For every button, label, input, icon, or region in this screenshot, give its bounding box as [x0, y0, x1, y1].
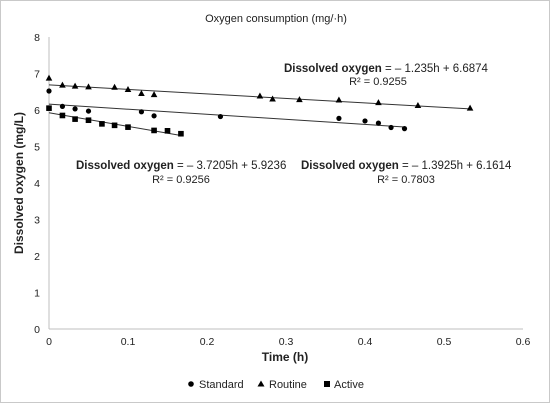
trendline-standard — [48, 103, 405, 128]
data-point-standard — [336, 115, 342, 121]
data-point-routine — [124, 85, 132, 92]
data-point-routine — [45, 74, 53, 81]
data-point-standard — [375, 120, 382, 126]
x-tick-label: 0.6 — [516, 336, 531, 348]
data-point-routine — [111, 83, 118, 90]
data-point-active — [125, 124, 131, 130]
data-point-routine — [71, 82, 79, 89]
data-points — [45, 74, 474, 137]
x-tick-label: 0.4 — [358, 336, 373, 348]
annotation-active-label: Dissolved oxygen — [76, 160, 174, 172]
data-point-active — [59, 112, 66, 119]
data-point-routine — [335, 96, 343, 103]
data-point-active — [111, 122, 118, 129]
legend-marker-standard — [188, 381, 194, 387]
data-point-active — [46, 105, 52, 111]
legend-item-standard: Standard — [188, 379, 244, 391]
y-axis-label: Dissolved oxygen (mg/L) — [12, 112, 26, 254]
annotation-standard-r2: R² = 0.7803 — [377, 174, 435, 186]
legend-marker-active — [324, 381, 330, 387]
y-tick-labels: 0 1 2 3 4 5 6 7 8 — [34, 32, 40, 336]
data-point-standard — [388, 124, 394, 131]
data-point-standard — [217, 113, 224, 120]
legend-marker-routine — [257, 380, 265, 387]
x-tick-label: 0 — [46, 336, 52, 348]
data-point-active — [85, 117, 92, 124]
data-point-routine — [375, 99, 382, 106]
y-tick-label: 6 — [34, 105, 40, 117]
annotation-routine-label: Dissolved oxygen — [284, 63, 382, 75]
legend-label-routine: Routine — [269, 379, 307, 391]
svg-text:Dissolved oxygen = – 3.7205h +: Dissolved oxygen = – 3.7205h + 5.9236 — [76, 160, 286, 172]
data-point-standard — [401, 126, 408, 132]
legend: Standard Routine Active — [188, 379, 364, 391]
legend-label-active: Active — [334, 379, 364, 391]
annotation-active: Dissolved oxygen = – 3.7205h + 5.9236 R²… — [76, 160, 286, 186]
data-point-active — [99, 121, 105, 127]
legend-label-standard: Standard — [199, 379, 244, 391]
data-point-routine — [256, 92, 264, 99]
y-tick-label: 7 — [34, 69, 40, 81]
legend-item-active: Active — [324, 379, 364, 391]
x-axis-label: Time (h) — [262, 350, 308, 364]
data-point-standard — [72, 106, 78, 112]
annotation-routine-formula: = – 1.235h + 6.6874 — [382, 63, 489, 75]
y-tick-label: 0 — [34, 324, 40, 336]
data-point-standard — [59, 103, 66, 109]
y-tick-label: 5 — [34, 142, 40, 154]
data-point-standard — [46, 88, 52, 94]
annotation-standard-label: Dissolved oxygen — [301, 160, 399, 172]
annotation-standard: Dissolved oxygen = – 1.3925h + 6.1614 R²… — [301, 160, 512, 186]
y-tick-label: 8 — [34, 32, 40, 44]
y-tick-label: 4 — [34, 178, 40, 190]
annotation-routine-r2: R² = 0.9255 — [349, 76, 407, 88]
svg-text:Dissolved oxygen = – 1.235h +: Dissolved oxygen = – 1.235h + 6.6874 — [284, 63, 489, 75]
data-point-standard — [362, 118, 368, 124]
annotation-active-r2: R² = 0.9256 — [152, 174, 210, 186]
x-tick-label: 0.1 — [121, 336, 136, 348]
data-point-standard — [151, 113, 157, 119]
data-point-active — [178, 130, 184, 137]
data-point-routine — [269, 95, 276, 102]
data-point-active — [72, 116, 78, 122]
data-point-routine — [296, 96, 303, 103]
data-point-routine — [150, 91, 158, 98]
data-point-routine — [59, 81, 66, 88]
y-tick-label: 1 — [34, 288, 40, 300]
y-tick-label: 2 — [34, 251, 40, 263]
data-point-standard — [138, 109, 145, 115]
chart-title: Oxygen consumption (mg/·h) — [205, 13, 347, 25]
data-point-standard — [85, 108, 92, 114]
x-tick-label: 0.5 — [437, 336, 452, 348]
data-point-routine — [466, 104, 474, 111]
x-tick-labels: 0 0.1 0.2 0.3 0.4 0.5 0.6 — [46, 336, 530, 348]
data-point-routine — [414, 102, 422, 109]
svg-text:Dissolved oxygen = – 1.3925h +: Dissolved oxygen = – 1.3925h + 6.1614 — [301, 160, 512, 172]
legend-item-routine: Routine — [257, 379, 307, 391]
x-tick-label: 0.3 — [279, 336, 294, 348]
annotation-routine: Dissolved oxygen = – 1.235h + 6.6874 R² … — [284, 63, 489, 88]
data-point-routine — [138, 89, 145, 96]
data-point-active — [164, 128, 171, 134]
annotation-standard-formula: = – 1.3925h + 6.1614 — [399, 160, 512, 172]
y-tick-label: 3 — [34, 215, 40, 227]
annotation-active-formula: = – 3.7205h + 5.9236 — [174, 160, 287, 172]
data-point-active — [151, 127, 157, 134]
data-point-routine — [85, 83, 92, 90]
x-tick-label: 0.2 — [200, 336, 215, 348]
